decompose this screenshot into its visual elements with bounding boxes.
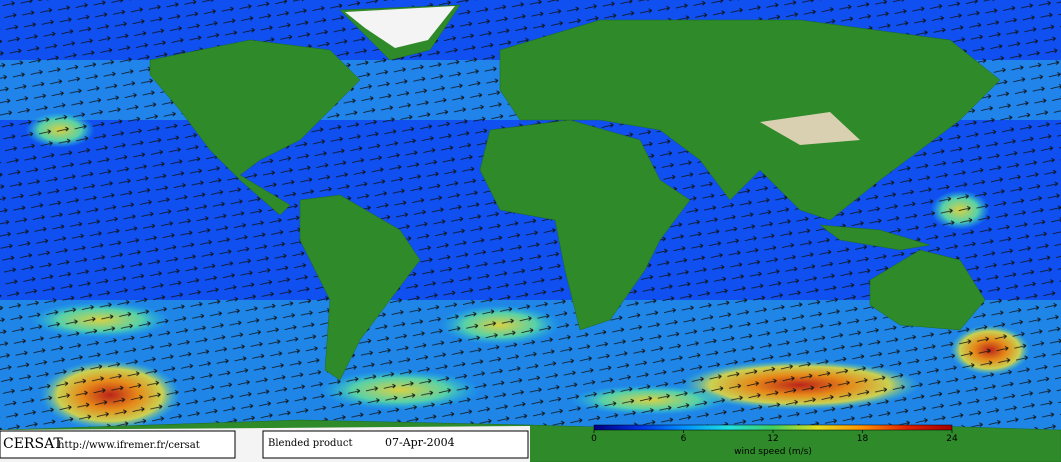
- colorbar-tick-label: 24: [946, 434, 958, 444]
- url-label: http://www.ifremer.fr/cersat: [58, 440, 200, 451]
- product-label: Blended product: [268, 438, 352, 449]
- colorbar-tick-label: 18: [857, 434, 869, 444]
- org-label: CERSAT: [3, 436, 63, 452]
- colorbar: 0 6 12 18 24 wind speed (m/s): [591, 424, 958, 457]
- colorbar-tick-label: 6: [681, 434, 687, 444]
- product-box: [262, 430, 529, 459]
- source-box: [0, 430, 236, 459]
- colorbar-tick-label: 0: [591, 434, 597, 444]
- colorbar-tick-label: 12: [767, 434, 778, 444]
- date-label: 07-Apr-2004: [385, 436, 455, 449]
- colorbar-title: wind speed (m/s): [734, 447, 812, 457]
- colorbar-scale: [593, 424, 953, 431]
